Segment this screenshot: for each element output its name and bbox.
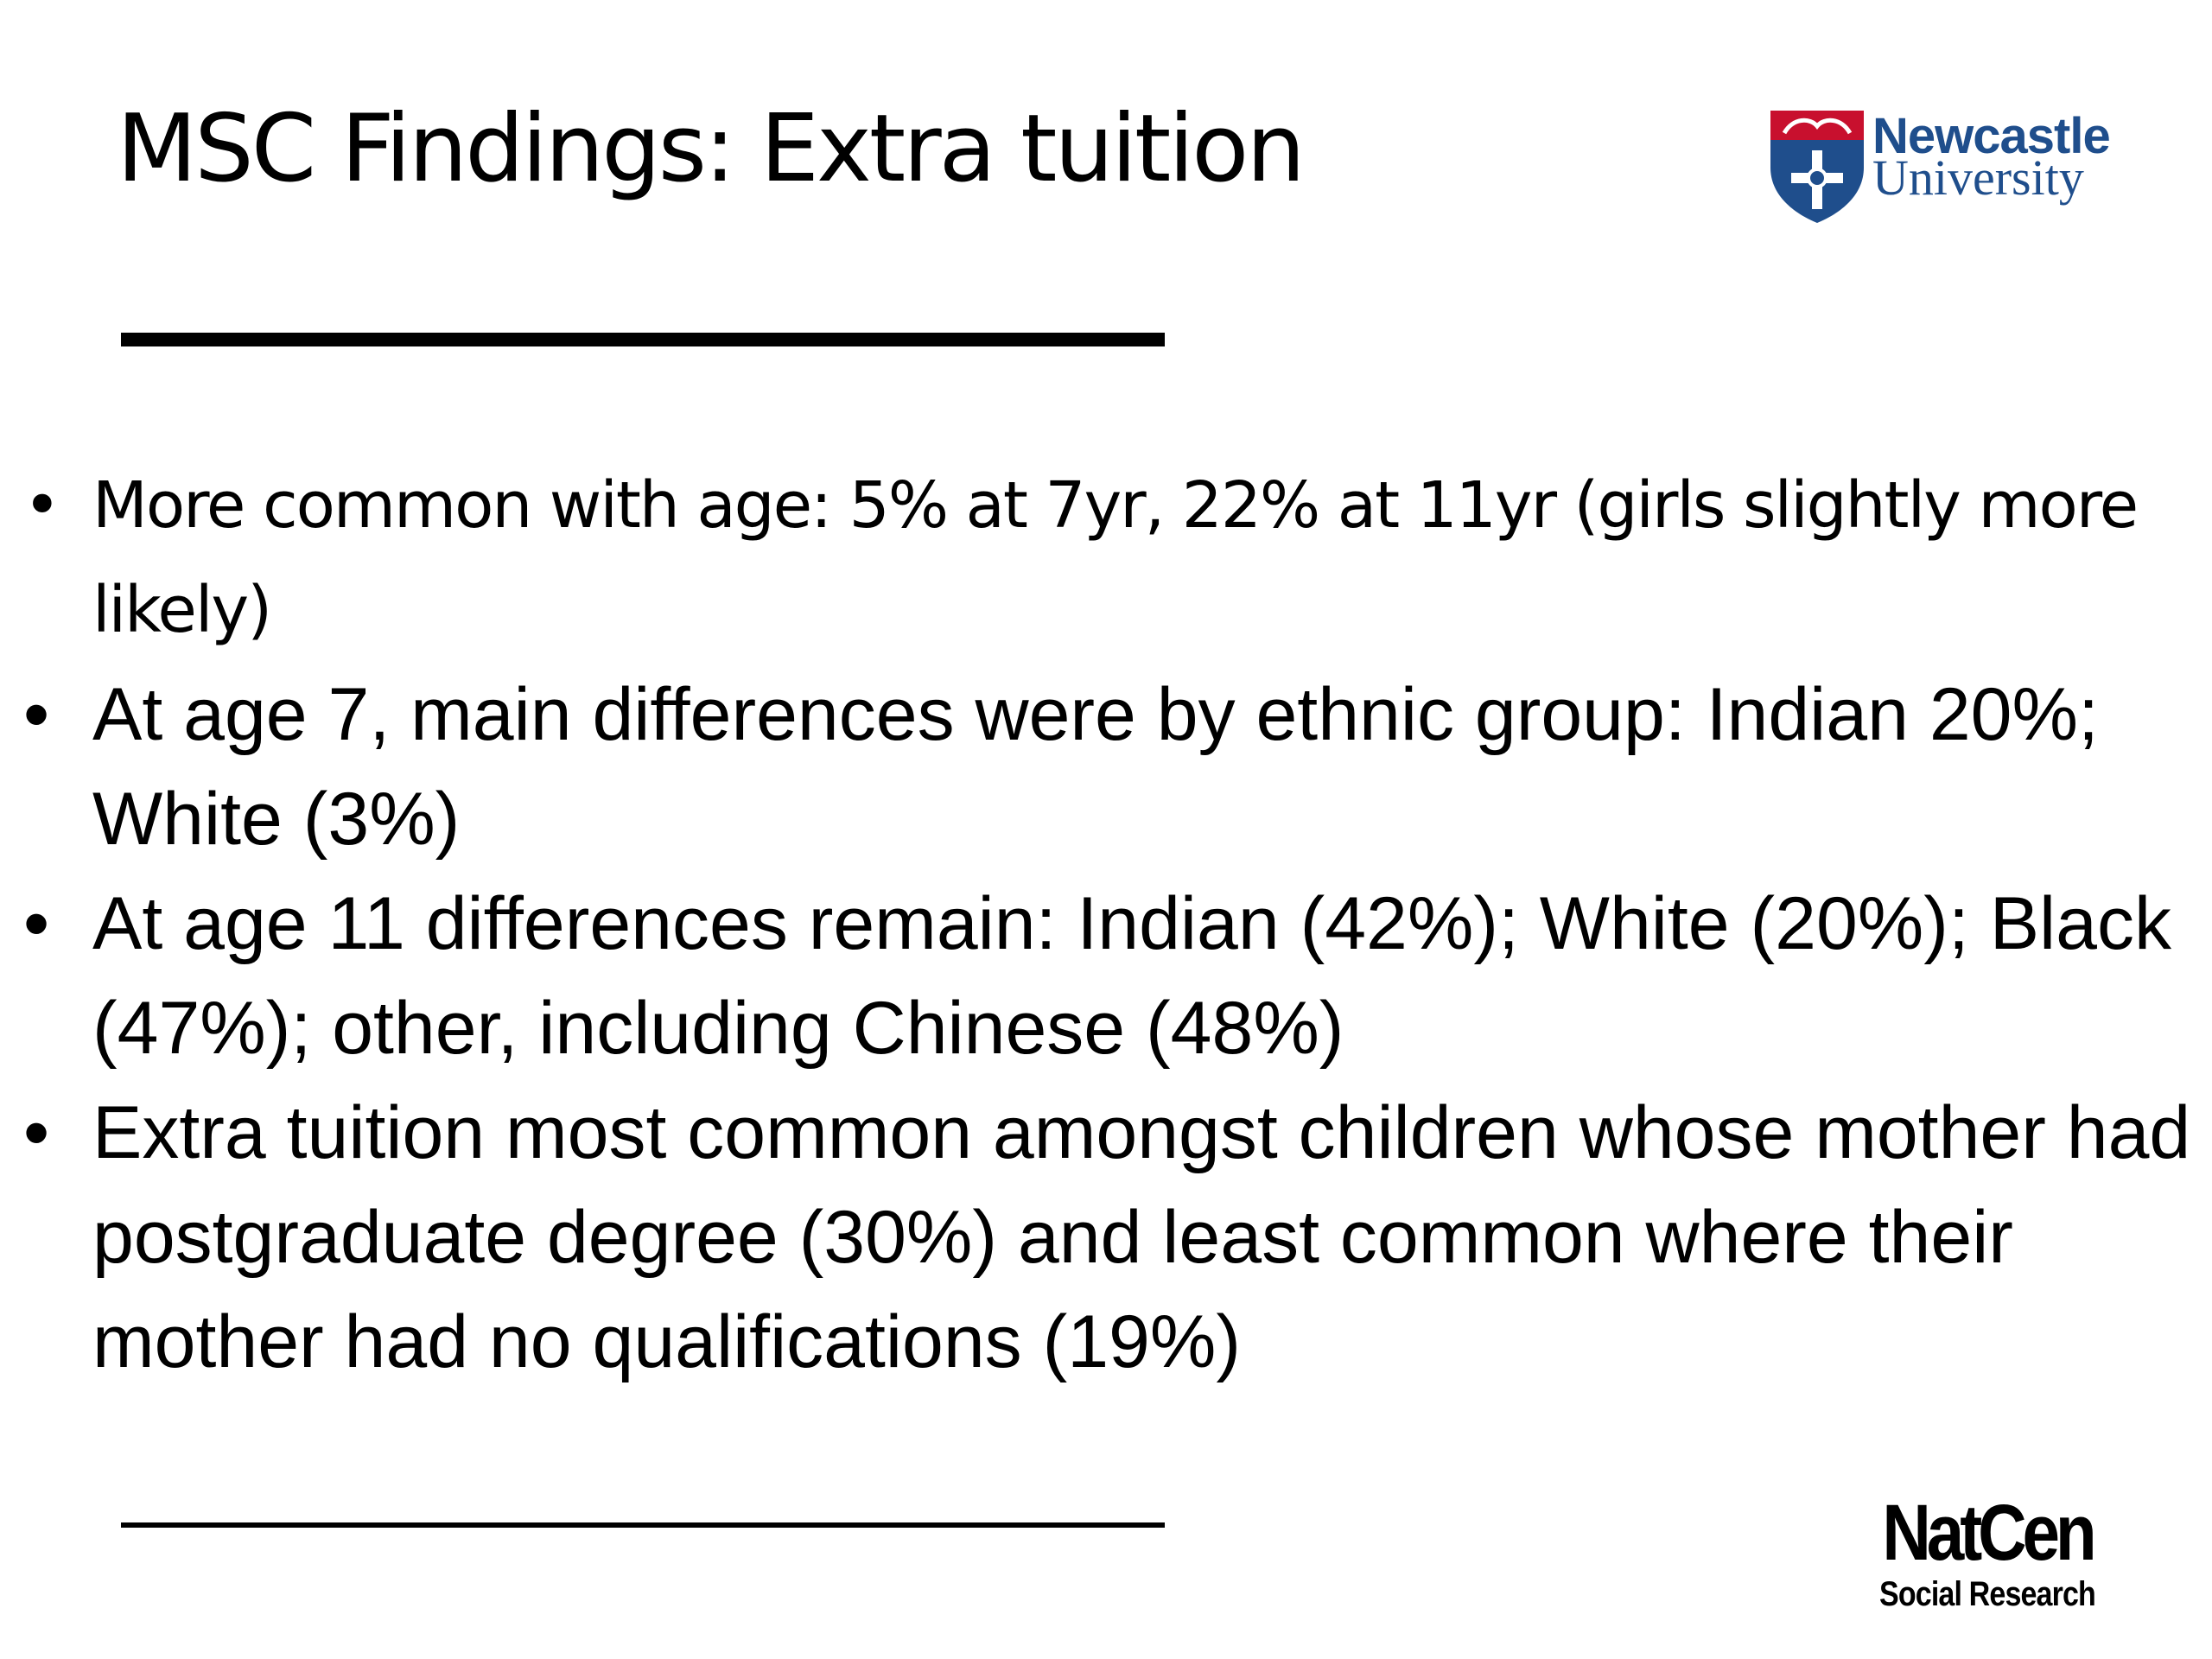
natcen-logo: NatCen Social Research [1858, 1493, 2117, 1616]
logo-text: NatCen [1882, 1489, 2096, 1577]
bullet: Extra tuition most common amongst childr… [23, 1081, 2192, 1395]
bullet: At age 7, main differences were by ethni… [23, 663, 2192, 872]
bullet: At age 11 differences remain: Indian (42… [23, 872, 2192, 1081]
logo-text: Social Research [1879, 1575, 2096, 1613]
footer-rule [121, 1522, 1165, 1528]
bullet-list: More common with age: 5% at 7yr, 22% at … [0, 454, 2192, 1395]
title-rule [121, 333, 1165, 346]
logo-text: Newcastle [1872, 108, 2111, 164]
shield [1770, 111, 1864, 223]
logo-text: University [1872, 149, 2084, 206]
newcastle-logo: Newcastle University [1767, 107, 2130, 228]
bullet: More common with age: 5% at 7yr, 22% at … [23, 454, 2192, 663]
title: MSC Findings: Extra tuition [117, 95, 1306, 203]
